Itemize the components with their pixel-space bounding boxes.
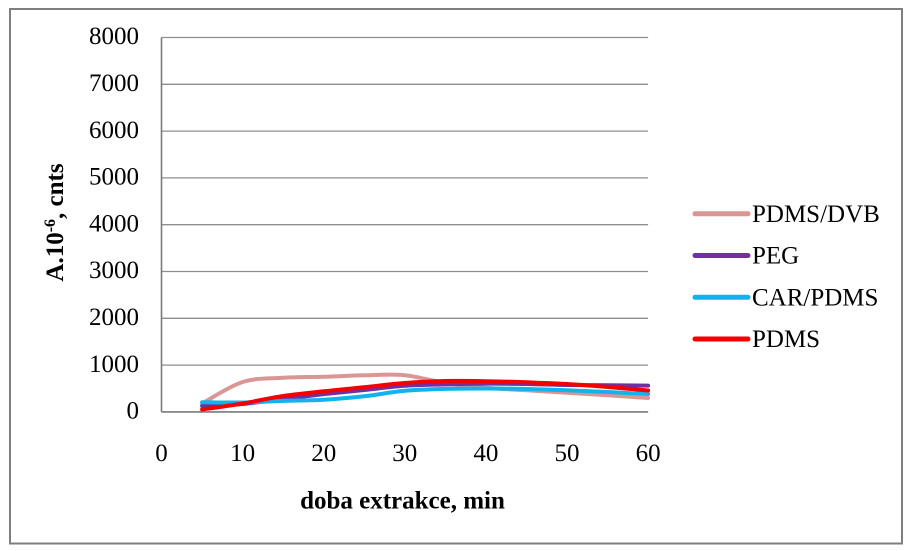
svg-text:PEG: PEG [752, 243, 799, 270]
svg-text:0: 0 [127, 398, 140, 425]
svg-text:6000: 6000 [89, 117, 139, 144]
svg-text:30: 30 [392, 440, 417, 467]
svg-text:40: 40 [473, 440, 498, 467]
svg-text:CAR/PDMS: CAR/PDMS [752, 285, 878, 312]
svg-text:1000: 1000 [89, 351, 139, 378]
svg-text:0: 0 [155, 440, 168, 467]
svg-text:5000: 5000 [89, 164, 139, 191]
svg-text:PDMS/DVB: PDMS/DVB [752, 201, 880, 228]
svg-text:60: 60 [636, 440, 661, 467]
svg-text:2000: 2000 [89, 304, 139, 331]
svg-text:A.10-6, cnts: A.10-6, cnts [42, 163, 69, 281]
svg-text:8000: 8000 [89, 23, 139, 50]
svg-text:50: 50 [555, 440, 580, 467]
svg-text:3000: 3000 [89, 257, 139, 284]
svg-text:20: 20 [311, 440, 336, 467]
svg-text:7000: 7000 [89, 70, 139, 97]
svg-text:doba extrakce, min: doba extrakce, min [300, 488, 505, 515]
svg-text:10: 10 [230, 440, 255, 467]
svg-text:PDMS: PDMS [752, 326, 820, 353]
svg-text:4000: 4000 [89, 210, 139, 237]
